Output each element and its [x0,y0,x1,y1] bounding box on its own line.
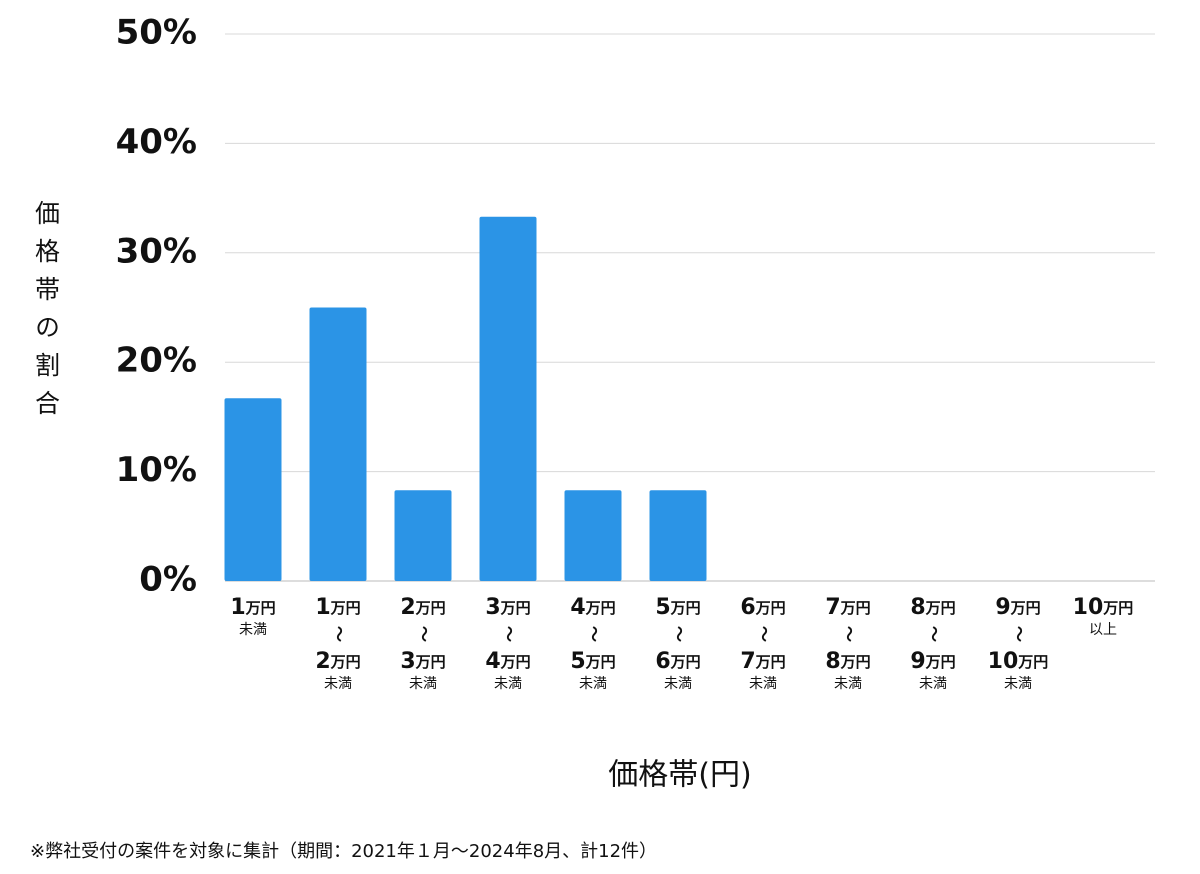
x-tick-label: 6万円 [740,595,785,620]
x-tick-label: 4万円 [485,649,530,674]
bar [224,398,282,581]
x-tick-label: 9万円 [910,649,955,674]
bar [309,307,367,581]
bar [479,216,537,581]
x-tick-label: 5万円 [655,595,700,620]
x-tick-sublabel: 以上 [1089,622,1117,638]
x-tick-sublabel: 未満 [834,676,862,692]
x-tick-label: 8万円 [910,595,955,620]
x-tick-label: 1万円 [315,595,360,620]
x-tick-sublabel: 未満 [1004,676,1032,692]
x-tick-label: 4万円 [570,595,615,620]
x-tick-separator: 〜 [670,626,689,642]
x-tick-label: 5万円 [570,649,615,674]
y-tick-label: 20% [116,341,197,381]
x-tick-sublabel: 未満 [494,676,522,692]
x-tick-label: 7万円 [740,649,785,674]
x-tick-label: 3万円 [485,595,530,620]
x-tick-sublabel: 未満 [239,622,267,638]
x-tick-separator: 〜 [330,626,349,642]
x-tick-separator: 〜 [500,626,519,642]
x-tick-label: 1万円 [230,595,275,620]
x-tick-label: 6万円 [655,649,700,674]
x-tick-sublabel: 未満 [324,676,352,692]
x-tick-sublabel: 未満 [919,676,947,692]
x-tick-label: 2万円 [400,595,445,620]
x-axis-label: 価格帯(円) [608,758,751,793]
x-tick-sublabel: 未満 [664,676,692,692]
bar [394,490,452,581]
x-tick-label: 10万円 [988,649,1049,674]
bar [564,490,622,581]
y-tick-label: 10% [116,450,197,490]
x-tick-separator: 〜 [1010,626,1029,642]
x-tick-label: 10万円 [1073,595,1134,620]
x-tick-label: 2万円 [315,649,360,674]
x-tick-label: 3万円 [400,649,445,674]
y-tick-label: 0% [139,560,197,600]
x-tick-sublabel: 未満 [409,676,437,692]
x-tick-sublabel: 未満 [749,676,777,692]
y-axis-label: 価格帯の割合 [32,200,61,428]
x-tick-separator: 〜 [925,626,944,642]
x-tick-separator: 〜 [415,626,434,642]
x-tick-separator: 〜 [585,626,604,642]
x-tick-label: 8万円 [825,649,870,674]
x-tick-sublabel: 未満 [579,676,607,692]
x-tick-separator: 〜 [840,626,859,642]
y-tick-label: 50% [116,13,197,53]
y-tick-label: 40% [116,122,197,162]
x-tick-label: 7万円 [825,595,870,620]
x-tick-separator: 〜 [755,626,774,642]
footnote: ※弊社受付の案件を対象に集計（期間：2021年１月～2024年8月、計12件） [30,841,657,862]
x-tick-label: 9万円 [995,595,1040,620]
bar [649,490,707,581]
y-tick-label: 30% [116,231,197,271]
